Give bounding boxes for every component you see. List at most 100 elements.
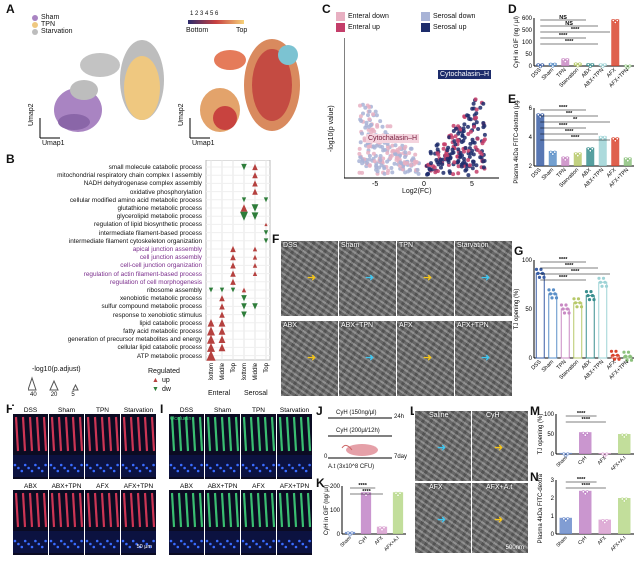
up-triangle — [218, 335, 226, 343]
data-point — [588, 64, 592, 68]
go-term-label: apical junction assembly — [132, 246, 202, 253]
tem-image: ABX ➜ — [280, 320, 339, 398]
data-point — [551, 152, 555, 156]
volcano-ylabel: -log10(p value) — [328, 105, 335, 152]
data-point — [603, 63, 607, 67]
volcano-point — [481, 121, 486, 125]
volcano-point — [435, 147, 440, 152]
volcano-point — [456, 164, 461, 169]
nucleus-dot — [102, 545, 106, 549]
tem-image: AFX ➜ — [396, 320, 455, 398]
volcano-point — [358, 140, 363, 145]
data-point — [604, 284, 609, 288]
nucleus-dot — [301, 466, 305, 470]
nucleus-dot — [145, 466, 149, 470]
significance-label: *** — [566, 111, 573, 117]
volcano-point — [412, 159, 417, 164]
data-point — [584, 290, 589, 294]
villus-stain — [285, 492, 291, 528]
volcano-point — [467, 116, 472, 121]
villus-stain — [143, 492, 149, 528]
tissue-render — [205, 492, 240, 553]
volcano-point — [408, 146, 413, 151]
y-tick-label: 0 — [551, 532, 555, 538]
go-term-label: response to xenobiotic stimulus — [112, 311, 202, 319]
data-point — [378, 526, 382, 530]
j-t0: 0 — [324, 454, 328, 460]
volcano-point — [378, 119, 383, 124]
nucleus-dot — [215, 463, 219, 467]
panel-label-k: K — [316, 476, 325, 490]
villus-stain — [278, 492, 284, 528]
fluorescence-image-label: DSS — [169, 407, 204, 414]
volcano-point — [367, 163, 372, 168]
volcano-point — [393, 152, 398, 157]
go-term-list: small molecule catabolic process mitochon… — [8, 160, 202, 360]
nucleus-dot — [304, 545, 308, 549]
nucleus-dot — [106, 463, 109, 467]
significance-label: **** — [582, 483, 591, 489]
data-point — [539, 267, 543, 271]
y-axis-label: TJ opening (%) — [538, 414, 544, 455]
y-tick-label: 2 — [551, 496, 555, 502]
data-point — [622, 499, 626, 503]
panel-n-chart: 0 1 2 3 Sham CyH AFX AFX+A.t **** **** Plasma 4kDa… — [536, 471, 638, 556]
group-serosal: Serosal — [244, 390, 268, 397]
villus-stain — [213, 492, 219, 528]
volcano-point — [380, 124, 385, 129]
down-triangle — [263, 197, 269, 203]
data-point — [561, 156, 565, 160]
volcano-point — [480, 141, 485, 146]
villus-stain — [285, 416, 291, 452]
down-triangle — [263, 230, 269, 235]
volcano-point — [467, 163, 472, 168]
lower-inset — [205, 531, 240, 553]
bar — [548, 293, 558, 359]
nucleus-dot — [196, 469, 200, 473]
fluorescence-image-label: ABX — [169, 483, 204, 490]
data-point — [605, 519, 609, 523]
data-point — [579, 305, 584, 309]
data-point — [626, 159, 630, 163]
significance-label: **** — [582, 417, 591, 423]
nucleus-dot — [89, 466, 92, 470]
lower-inset — [169, 455, 204, 477]
arrow-icon: ➜ — [481, 352, 491, 364]
villus-stain — [242, 492, 248, 528]
data-point — [576, 64, 580, 68]
bar — [611, 137, 620, 166]
volcano-point — [368, 144, 373, 149]
data-point — [574, 152, 578, 156]
reg-legend-down: ▼ dw — [152, 386, 171, 393]
tem-image-label: AFX — [399, 322, 413, 329]
volcano-point — [459, 140, 464, 144]
nucleus-dot — [13, 539, 17, 543]
fluorescence-image: Starvation — [120, 406, 157, 480]
villus-stain — [249, 492, 255, 528]
nucleus-dot — [277, 539, 281, 543]
size-5: 5 — [71, 392, 75, 398]
villus-stain — [299, 492, 305, 528]
villus-stain — [198, 492, 204, 528]
pseudotime-bottom: Bottom — [186, 27, 209, 34]
volcano-point — [369, 127, 374, 132]
volcano-point — [385, 124, 390, 129]
panel-k-chart: 0 100 200 Sham CyH AFX AFX+A.t **** **** CyH in G… — [322, 480, 410, 556]
fluorescence-image: DSS — [168, 406, 205, 480]
reg-legend-up: ▲ up — [152, 377, 170, 384]
volcano-xlabel: Log2(FC) — [402, 188, 432, 195]
tem-image: CyH ➜ — [471, 410, 529, 482]
significance-label: **** — [571, 269, 580, 275]
nucleus-dot — [27, 466, 30, 470]
volcano-point — [468, 129, 473, 134]
significance-label: **** — [565, 129, 574, 135]
villus-stain — [249, 416, 255, 452]
nucleus-dot — [255, 542, 258, 546]
j-t7: 7day — [394, 454, 408, 460]
volcano-point — [361, 111, 365, 116]
nucleus-dot — [135, 466, 138, 470]
bar — [598, 136, 607, 166]
nucleus-dot — [121, 539, 125, 543]
nucleus-dot — [89, 542, 92, 546]
nucleus-dot — [109, 542, 113, 546]
